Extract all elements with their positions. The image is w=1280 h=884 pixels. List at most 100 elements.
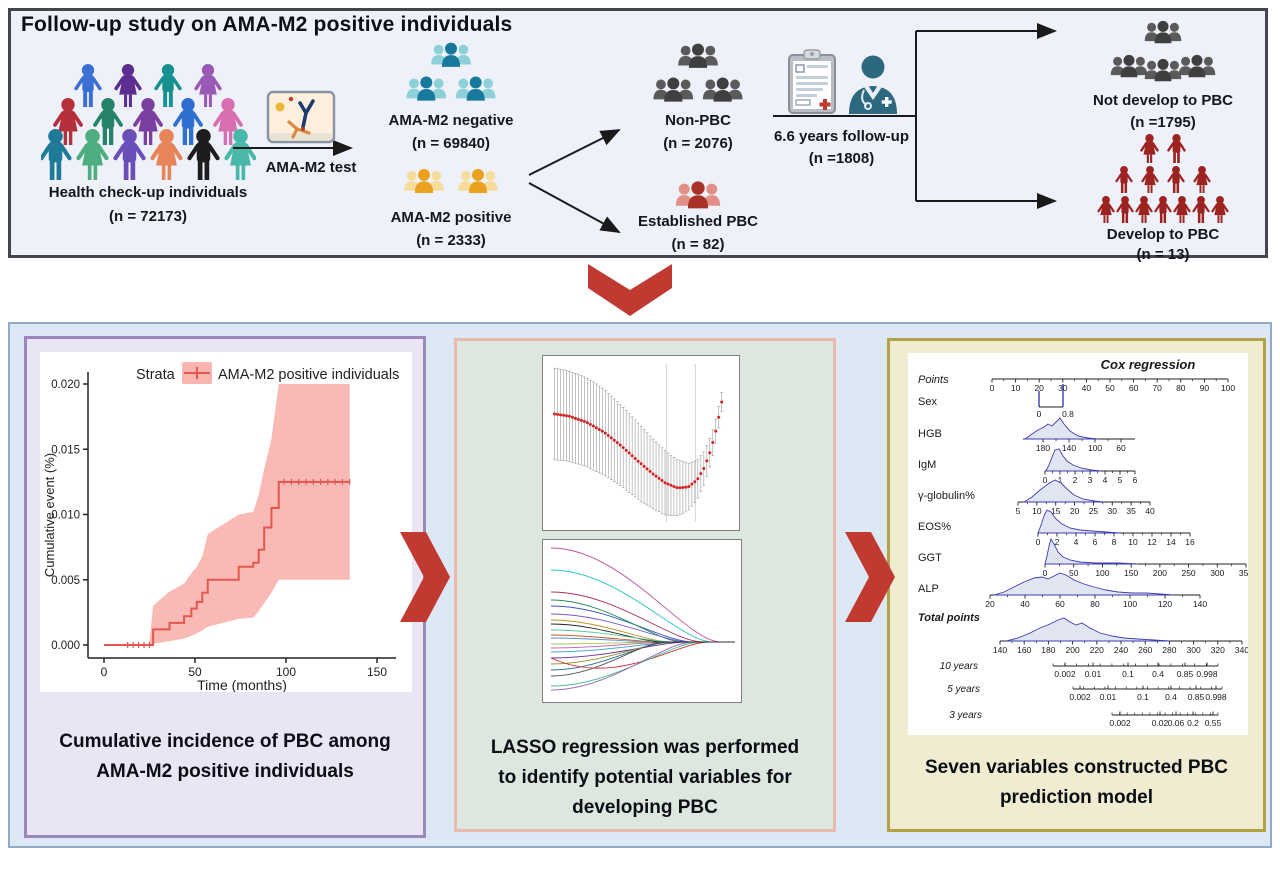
svg-text:50: 50 <box>1069 568 1079 578</box>
svg-text:Strata: Strata <box>136 367 176 383</box>
svg-text:0.1: 0.1 <box>1122 669 1134 679</box>
svg-text:GGT: GGT <box>918 552 942 564</box>
top-flow-panel: Follow-up study on AMA-M2 positive indiv… <box>8 8 1268 263</box>
density-γ-globulin% <box>1022 479 1105 503</box>
svg-text:4: 4 <box>1074 537 1079 547</box>
svg-text:0.000: 0.000 <box>51 640 80 652</box>
svg-text:0.2: 0.2 <box>1187 718 1199 728</box>
svg-text:300: 300 <box>1210 568 1224 578</box>
svg-text:80: 80 <box>1090 599 1100 609</box>
svg-text:0.02: 0.02 <box>1152 718 1169 728</box>
lasso-paths-plot <box>550 547 735 691</box>
svg-text:350: 350 <box>1239 568 1248 578</box>
km-chart-box: 0.000 0.005 0.010 0.015 0.020 0 50 100 150 Time (… <box>40 352 412 693</box>
svg-text:0.01: 0.01 <box>1100 692 1117 702</box>
svg-text:20: 20 <box>985 599 995 609</box>
svg-text:0: 0 <box>101 665 108 679</box>
established-pbc-group-icon <box>675 181 721 209</box>
svg-text:1: 1 <box>1058 475 1063 485</box>
svg-text:0.85: 0.85 <box>1177 669 1194 679</box>
svg-text:150: 150 <box>367 665 387 679</box>
established-label: Established PBC <box>637 213 759 230</box>
svg-text:20: 20 <box>1034 383 1044 393</box>
right-caption: Seven variables constructed PBC predicti… <box>896 753 1257 813</box>
svg-text:40: 40 <box>1145 506 1155 516</box>
svg-text:40: 40 <box>1020 599 1030 609</box>
svg-text:180: 180 <box>1036 443 1050 453</box>
middle-caption-line3: developing PBC <box>572 797 718 818</box>
lasso-cv-plot <box>553 364 724 522</box>
crowd-count: (n = 72173) <box>109 208 187 225</box>
ama-positive-group-icon <box>404 168 498 194</box>
svg-text:0.015: 0.015 <box>51 444 80 456</box>
followup-label: 6.6 years follow-up <box>773 128 910 145</box>
svg-text:140: 140 <box>993 645 1007 655</box>
not-develop-label: Not develop to PBC <box>1092 92 1233 109</box>
svg-text:0.55: 0.55 <box>1205 718 1222 728</box>
svg-text:0.8: 0.8 <box>1062 409 1074 419</box>
panel-lasso: LASSO regression was performed to identi… <box>454 338 836 832</box>
nonpbc-label: Non-PBC <box>665 112 731 129</box>
positive-count: (n = 2333) <box>416 232 486 249</box>
svg-text:EOS%: EOS% <box>918 521 951 533</box>
left-caption: Cumulative incidence of PBC among AMA-M2… <box>35 727 415 787</box>
nomogram-box: Cox regressionPoints01020304050607080901… <box>908 353 1253 735</box>
doctor-icon <box>849 55 897 114</box>
down-arrow-icon <box>588 264 672 316</box>
km-confidence-band <box>149 384 350 645</box>
svg-text:340: 340 <box>1235 645 1248 655</box>
svg-text:200: 200 <box>1066 645 1080 655</box>
svg-text:10: 10 <box>1128 537 1138 547</box>
svg-text:0.005: 0.005 <box>51 575 80 587</box>
svg-text:5: 5 <box>1118 475 1123 485</box>
right-arrow-icon-1 <box>400 532 450 622</box>
ama-negative-group-icon <box>406 42 496 101</box>
right-caption-line2: prediction model <box>999 787 1154 808</box>
svg-text:0.06: 0.06 <box>1168 718 1185 728</box>
density-ALP <box>993 572 1175 596</box>
svg-text:100: 100 <box>1221 383 1235 393</box>
svg-text:0.998: 0.998 <box>1205 692 1227 702</box>
nonpbc-count: (n = 2076) <box>663 135 733 152</box>
svg-text:AMA-M2 positive individuals: AMA-M2 positive individuals <box>218 367 399 383</box>
svg-text:6: 6 <box>1133 475 1138 485</box>
develop-group-icon <box>1097 134 1229 223</box>
density-HGB <box>1023 417 1099 440</box>
panel-nomogram: Cox regressionPoints01020304050607080901… <box>887 338 1266 832</box>
svg-text:100: 100 <box>1088 443 1102 453</box>
svg-text:200: 200 <box>1153 568 1167 578</box>
flow-arrows <box>233 23 1057 233</box>
density-GGT <box>1044 537 1139 565</box>
svg-text:60: 60 <box>1055 599 1065 609</box>
svg-text:14: 14 <box>1166 537 1176 547</box>
svg-text:10: 10 <box>1011 383 1021 393</box>
svg-text:220: 220 <box>1090 645 1104 655</box>
svg-text:15: 15 <box>1051 506 1061 516</box>
svg-text:100: 100 <box>1123 599 1137 609</box>
established-count: (n = 82) <box>671 236 725 253</box>
svg-text:IgM: IgM <box>918 459 936 471</box>
test-label: AMA-M2 test <box>265 159 357 176</box>
negative-label: AMA-M2 negative <box>388 112 514 129</box>
svg-text:2: 2 <box>1055 537 1060 547</box>
svg-text:100: 100 <box>276 665 296 679</box>
svg-text:0.998: 0.998 <box>1196 669 1218 679</box>
svg-text:160: 160 <box>1017 645 1031 655</box>
svg-text:0.002: 0.002 <box>1054 669 1076 679</box>
clipboard-icon <box>788 49 836 114</box>
svg-text:Points: Points <box>918 374 949 386</box>
svg-text:240: 240 <box>1114 645 1128 655</box>
crowd-label: Health check-up individuals <box>48 184 248 201</box>
arrow-to-nonpbc <box>528 129 621 176</box>
svg-text:0.4: 0.4 <box>1165 692 1177 702</box>
svg-text:60: 60 <box>1116 443 1126 453</box>
svg-text:120: 120 <box>1158 599 1172 609</box>
svg-text:Time (months): Time (months) <box>197 677 287 692</box>
svg-text:320: 320 <box>1211 645 1225 655</box>
left-caption-line1: Cumulative incidence of PBC among <box>59 731 391 752</box>
svg-text:300: 300 <box>1187 645 1201 655</box>
crowd-icon <box>41 64 256 180</box>
density-Total points <box>1005 617 1171 642</box>
svg-text:50: 50 <box>1105 383 1115 393</box>
svg-text:50: 50 <box>188 665 202 679</box>
